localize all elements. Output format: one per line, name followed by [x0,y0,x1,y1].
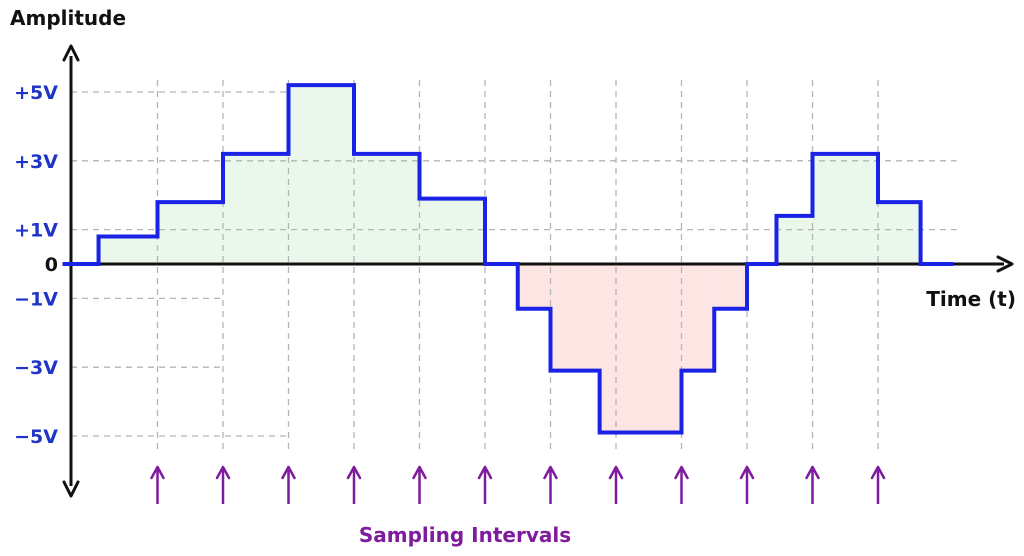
fill-area-10 [550,264,600,371]
sampling-arrow-6 [477,465,493,504]
fill-area-9 [517,264,551,309]
y-axis-title: Amplitude [10,6,126,30]
fill-area-15 [776,215,813,264]
y-axis-top-arrowhead [62,44,80,62]
sampling-arrow-1 [150,465,165,504]
sampling-arrow-head-1 [150,465,165,480]
sampling-arrow-head-11 [805,465,820,480]
sampling-arrow-head-7 [543,465,558,480]
signal-fill-areas [98,85,921,433]
sampling-arrow-head-6 [477,465,493,480]
fill-area-7 [419,198,485,264]
fill-area-17 [878,202,921,264]
sampling-arrow-head-8 [608,465,624,480]
sampling-arrow-4 [346,465,362,504]
sampling-arrow-head-10 [739,465,755,480]
y-axis-bottom-arrowhead [62,480,80,498]
sampling-arrow-3 [281,465,296,504]
y-tick-label-3: +3V [14,151,58,173]
sampling-arrow-7 [543,465,558,504]
fill-area-3 [157,202,223,264]
fill-area-12 [681,264,715,371]
y-tick-label--3: −3V [14,357,58,379]
sampling-arrow-head-3 [281,465,296,480]
sampling-arrow-head-5 [412,465,427,480]
fill-area-5 [288,85,354,265]
sampling-arrow-8 [608,465,624,504]
sampling-arrow-5 [412,465,427,504]
signal-stair-line [62,83,954,435]
x-axis-arrowhead [996,255,1014,273]
fill-area-2 [98,236,158,264]
x-axis-title: Time (t) [926,287,1016,311]
sampling-arrow-head-12 [870,465,886,480]
sampling-arrow-head-2 [215,465,231,480]
sampling-arrow-11 [805,465,820,504]
y-tick-label-5: +5V [14,82,58,104]
y-tick-label-0: 0 [45,254,58,276]
y-tick-labels: +5V +3V +1V 0 −1V −3V −5V [14,82,58,448]
axes [62,44,1014,498]
fill-area-4 [223,153,289,264]
sampling-arrow-head-4 [346,465,362,480]
fill-area-13 [714,264,747,309]
sampling-arrow-head-9 [674,465,689,480]
fill-area-16 [812,153,878,264]
y-tick-label-1: +1V [14,220,58,242]
fill-area-6 [354,153,420,264]
grid-lines [71,80,957,452]
sampling-intervals-caption: Sampling Intervals [359,523,571,547]
sampling-arrows [150,465,886,504]
sampling-arrow-9 [674,465,689,504]
sampling-arrow-12 [870,465,886,504]
sampling-arrow-10 [739,465,755,504]
y-tick-label--1: −1V [14,288,58,310]
sampling-arrow-2 [215,465,231,504]
quantized-signal [62,83,954,435]
y-tick-label--5: −5V [14,426,58,448]
fill-area-11 [599,264,682,433]
